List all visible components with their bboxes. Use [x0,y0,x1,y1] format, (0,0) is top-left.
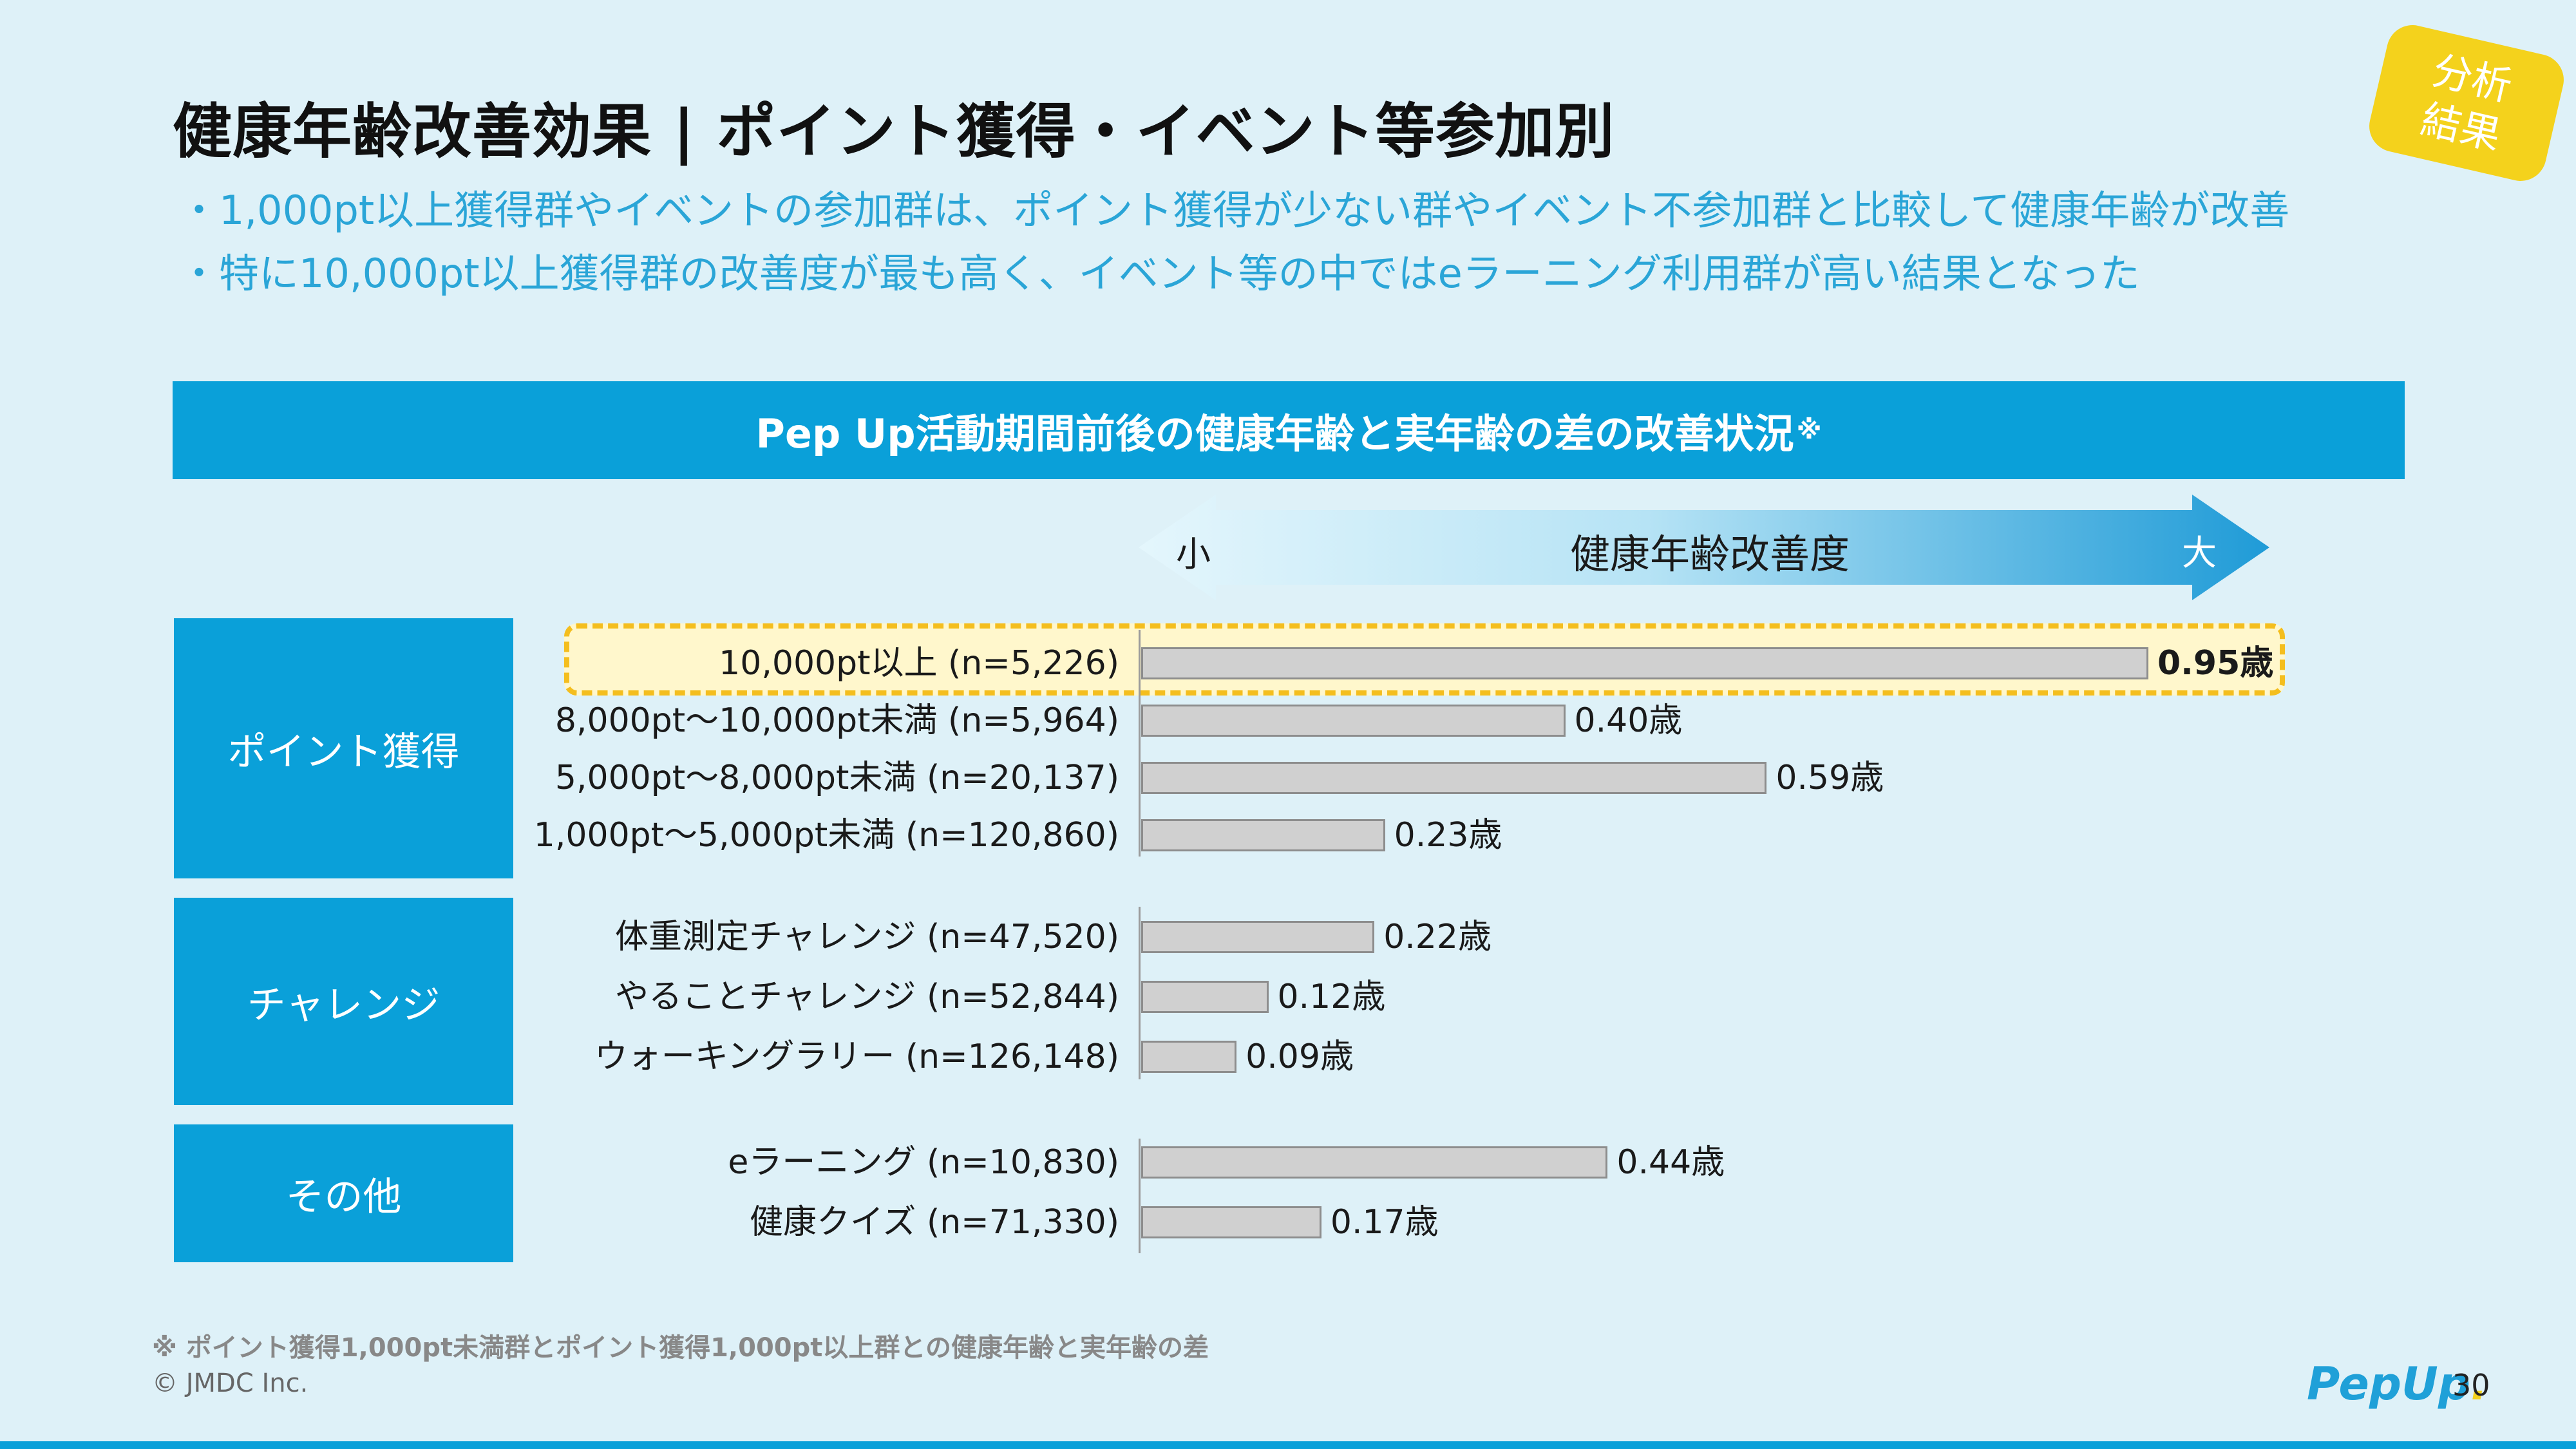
chart-title-banner: Pep Up活動期間前後の健康年齢と実年齢の差の改善状況 ※ [173,381,2405,479]
value-label: 0.95歳 [2157,644,2274,683]
group-other: その他 [174,1124,513,1262]
category-label: 8,000pt〜10,000pt未満 (n=5,964) [554,701,1119,740]
bar [1141,1041,1237,1073]
copyright: © JMDC Inc. [152,1368,308,1398]
bar [1141,819,1385,851]
logo-dot: . [2470,1358,2488,1410]
category-label: 体重測定チャレンジ (n=47,520) [614,918,1119,956]
bar [1141,981,1269,1013]
arrow-small-label: 小 [1176,534,1211,574]
category-label: 10,000pt以上 (n=5,226) [719,644,1119,683]
bar [1141,762,1767,794]
axis-line-points [1139,630,1141,857]
category-label: ウォーキングラリー (n=126,148) [594,1037,1119,1076]
bar [1141,647,2148,679]
group-points: ポイント獲得 [174,618,513,878]
double-arrow-icon [1139,495,2269,600]
page-title: 健康年齢改善効果 | ポイント獲得・イベント等参加別 [173,97,1615,166]
footnote: ※ ポイント獲得1,000pt未満群とポイント獲得1,000pt以上群との健康年… [152,1333,1209,1363]
bullet-1: ・1,000pt以上獲得群やイベントの参加群は、ポイント獲得が少ない群やイベント… [179,187,2290,234]
value-label: 0.22歳 [1383,918,1492,956]
banner-footnote-mark: ※ [1796,415,1822,445]
arrow-large-label: 大 [2182,533,2217,573]
bottom-accent-bar [0,1441,2576,1449]
improvement-scale-arrow: 小 健康年齢改善度 大 [1139,495,2269,600]
bar [1141,1206,1321,1238]
logo-text: PepUp [2307,1358,2470,1410]
analysis-result-badge: 分析 結果 [2364,20,2569,186]
value-label: 0.59歳 [1776,759,1884,797]
value-label: 0.23歳 [1394,816,1502,855]
bar [1141,705,1566,737]
value-label: 0.40歳 [1574,701,1683,740]
axis-line-other [1139,1139,1141,1253]
summary-bullets: ・1,000pt以上獲得群やイベントの参加群は、ポイント獲得が少ない群やイベント… [179,179,2289,305]
bar [1141,1146,1608,1179]
value-label: 0.44歳 [1616,1143,1725,1182]
category-label: eラーニング (n=10,830) [728,1143,1119,1182]
arrow-center-label: 健康年齢改善度 [1570,531,1850,578]
value-label: 0.12歳 [1277,978,1386,1016]
category-label: 1,000pt〜5,000pt未満 (n=120,860) [533,816,1119,855]
value-label: 0.09歳 [1245,1037,1354,1076]
category-label: やることチャレンジ (n=52,844) [614,978,1119,1016]
banner-text: Pep Up活動期間前後の健康年齢と実年齢の差の改善状況 [755,410,1794,457]
category-label: 健康クイズ (n=71,330) [749,1203,1119,1242]
category-label: 5,000pt〜8,000pt未満 (n=20,137) [554,759,1119,797]
bar [1141,921,1375,953]
axis-line-challenge [1139,907,1141,1079]
value-label: 0.17歳 [1330,1203,1439,1242]
group-challenge: チャレンジ [174,898,513,1105]
bullet-2: ・特に10,000pt以上獲得群の改善度が最も高く、イベント等の中ではeラーニン… [179,250,2140,297]
pepup-logo: PepUp. [2307,1358,2488,1410]
page-number: 30 [2452,1368,2490,1403]
